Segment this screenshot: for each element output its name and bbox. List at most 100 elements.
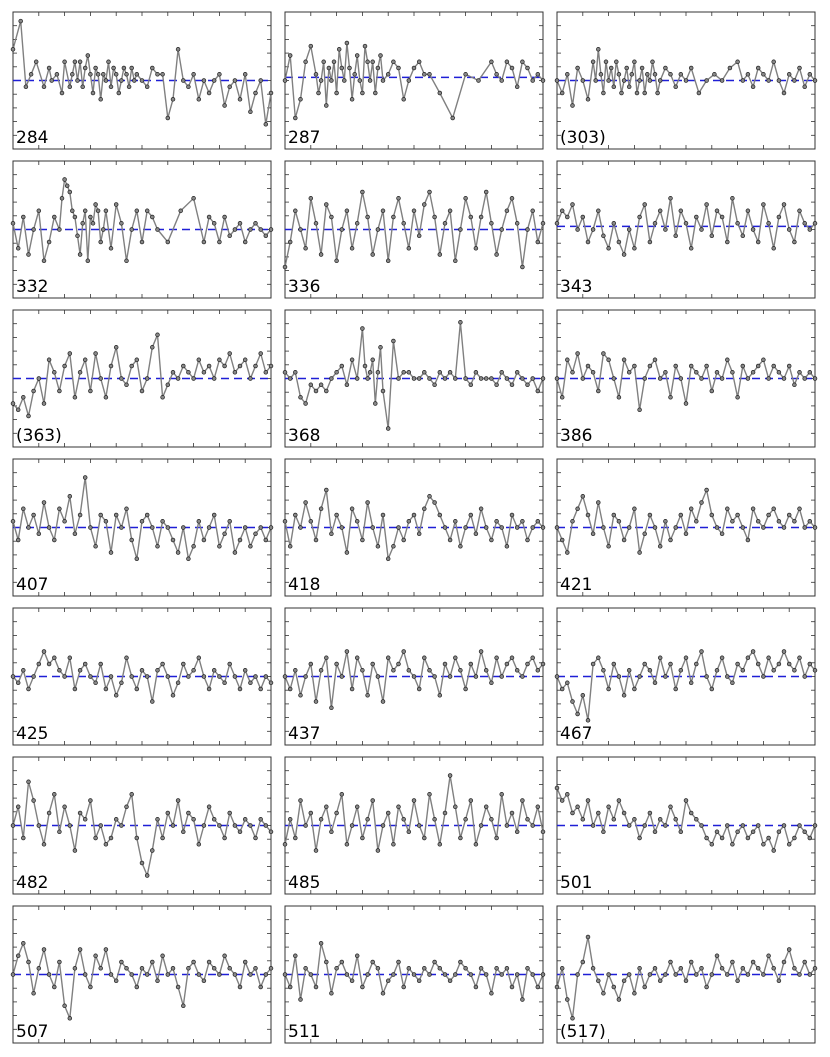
panel: 343: [554, 160, 818, 299]
data-point: [349, 97, 355, 102]
data-point: [453, 972, 458, 977]
data-point: [499, 525, 504, 530]
data-point: [191, 959, 196, 965]
series-markers: [282, 649, 546, 711]
data-point: [606, 246, 611, 251]
data-point: [520, 798, 525, 803]
panel: 501: [554, 756, 818, 895]
data-point: [375, 966, 381, 971]
data-point: [329, 78, 334, 83]
data-point: [437, 693, 443, 698]
data-point: [611, 376, 617, 381]
data-point: [334, 258, 339, 264]
data-point: [21, 835, 26, 841]
data-point: [258, 351, 263, 356]
series-markers: [554, 47, 818, 108]
data-point: [134, 72, 140, 77]
data-point: [570, 519, 575, 524]
data-point: [463, 966, 468, 971]
data-point: [396, 525, 401, 530]
data-point: [678, 376, 684, 381]
data-point: [263, 674, 269, 679]
data-point: [258, 525, 263, 530]
data-point: [248, 972, 253, 977]
data-point: [349, 686, 355, 692]
panel: 287: [282, 11, 546, 150]
data-point: [175, 798, 181, 803]
data-point: [637, 407, 642, 413]
data-point: [119, 221, 124, 226]
data-point: [253, 835, 258, 841]
data-point: [103, 842, 109, 847]
data-point: [483, 668, 489, 673]
data-point: [196, 972, 202, 977]
data-point: [719, 531, 725, 537]
data-point: [509, 810, 515, 816]
panel: 336: [282, 160, 546, 299]
data-point: [375, 544, 381, 549]
data-point: [645, 72, 650, 77]
data-point: [719, 78, 725, 83]
data-point: [447, 370, 453, 375]
data-point: [124, 72, 129, 77]
data-point: [704, 363, 709, 369]
data-point: [268, 829, 274, 835]
data-point: [761, 674, 766, 679]
data-point: [160, 519, 165, 524]
data-point: [232, 78, 238, 83]
data-point: [113, 345, 119, 350]
data-point: [242, 959, 248, 965]
data-point: [59, 196, 65, 201]
series-markers: [10, 18, 274, 127]
data-point: [637, 674, 642, 679]
data-point: [755, 65, 761, 71]
data-point: [108, 363, 114, 369]
data-point: [776, 661, 782, 667]
data-point: [565, 997, 570, 1002]
series-line: [12, 20, 272, 125]
data-point: [735, 512, 740, 518]
data-point: [370, 525, 375, 530]
data-point: [62, 519, 67, 524]
data-point: [206, 90, 212, 96]
data-point: [437, 252, 443, 257]
data-point: [735, 59, 740, 65]
data-point: [611, 84, 617, 90]
data-point: [329, 991, 334, 996]
data-point: [186, 966, 191, 971]
data-point: [36, 376, 42, 381]
data-point: [186, 556, 191, 562]
data-point: [175, 376, 181, 381]
data-point: [714, 829, 720, 835]
data-point: [694, 972, 699, 977]
data-point: [313, 72, 319, 77]
data-point: [98, 376, 103, 381]
data-point: [263, 537, 269, 543]
data-point: [365, 972, 370, 977]
data-point: [57, 227, 62, 232]
data-point: [232, 674, 238, 679]
data-point: [10, 972, 16, 977]
data-point: [725, 239, 730, 245]
data-point: [406, 246, 412, 251]
data-point: [458, 320, 463, 325]
data-point: [494, 72, 499, 77]
data-point: [191, 196, 196, 201]
data-point: [652, 829, 658, 835]
data-point: [313, 388, 319, 394]
data-point: [321, 59, 326, 65]
data-point: [416, 59, 422, 65]
data-point: [611, 512, 617, 518]
data-point: [360, 189, 365, 195]
data-point: [735, 395, 740, 400]
data-point: [263, 972, 269, 977]
data-point: [206, 525, 212, 530]
data-point: [36, 208, 42, 214]
data-point: [119, 376, 124, 381]
data-point: [175, 984, 181, 990]
panel-label: 368: [288, 426, 320, 446]
data-point: [719, 376, 725, 381]
data-point: [714, 208, 720, 214]
data-point: [802, 376, 807, 381]
data-point: [191, 72, 196, 77]
